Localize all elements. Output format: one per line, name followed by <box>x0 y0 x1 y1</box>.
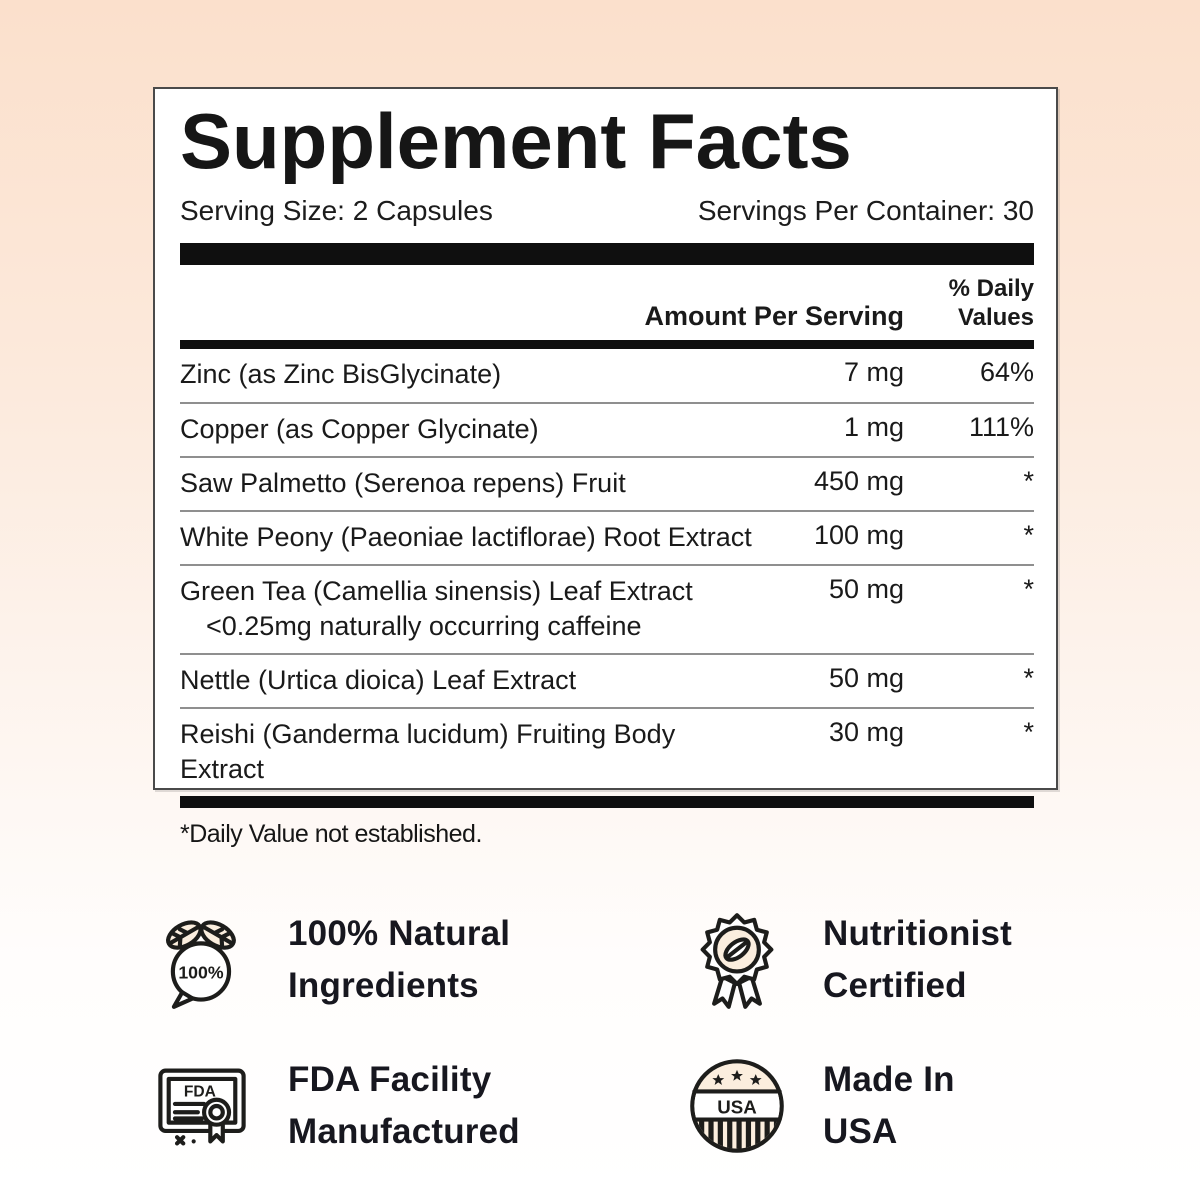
table-row: Reishi (Ganderma lucidum) Fruiting Body … <box>180 717 1034 785</box>
badge-text: Nutritionist Certified <box>823 914 1013 1005</box>
divider-bar-bottom <box>180 796 1034 809</box>
leaf-100-icon: 100% <box>166 920 236 1009</box>
green-tea-caffeine-note: <0.25mg naturally occurring caffeine <box>206 610 642 641</box>
usa-seal-icon: USA <box>690 1059 784 1153</box>
serving-size: Serving Size: 2 Capsules <box>180 194 493 226</box>
fda-label: FDA <box>184 1084 216 1101</box>
badge-nutritionist-certified: Nutritionist Certified <box>685 908 1080 1012</box>
badge-made-in-usa: USA Made In USA <box>685 1054 1080 1158</box>
badge-text: FDA Facility Manufactured <box>288 1060 520 1151</box>
fda-certificate-icon: FDA <box>158 1068 246 1146</box>
table-row: Nettle (Urtica dioica) Leaf Extract 50 m… <box>180 655 1034 710</box>
supplement-facts-panel: Supplement Facts Serving Size: 2 Capsule… <box>153 87 1058 848</box>
table-header-row: Amount Per Serving % Daily Values <box>180 265 1034 341</box>
supplement-facts-title: Supplement Facts <box>180 97 852 185</box>
certification-badges: 100% 100% Natural Ingredients Nutritioni… <box>150 908 1080 1158</box>
usa-label: USA <box>717 1096 757 1117</box>
amount-per-serving-header: Amount Per Serving <box>644 301 904 332</box>
hundred-percent-label: 100% <box>178 963 223 983</box>
table-row: Green Tea (Camellia sinensis) Leaf Extra… <box>180 566 1034 656</box>
servings-per-container: Servings Per Container: 30 <box>697 194 1034 226</box>
table-row: Saw Palmetto (Serenoa repens) Fruit 450 … <box>180 458 1034 512</box>
badge-text: Made In USA <box>823 1060 955 1151</box>
certified-rosette-icon <box>700 913 774 1009</box>
table-row: White Peony (Paeoniae lactiflorae) Root … <box>180 512 1034 566</box>
badge-fda-facility: FDA FDA Facility Manufactured <box>150 1054 685 1158</box>
ingredient-rows: Zinc (as Zinc BisGlycinate) 7 mg 64% Cop… <box>180 349 1034 796</box>
daily-values-header: % Daily Values <box>948 274 1034 331</box>
serving-info-row: Serving Size: 2 Capsules Servings Per Co… <box>180 195 1034 227</box>
daily-value-footnote: *Daily Value not established. <box>180 820 482 849</box>
divider-bar-header <box>180 340 1034 350</box>
table-row: Copper (as Copper Glycinate) 1 mg 111% <box>180 404 1034 458</box>
table-row: Zinc (as Zinc BisGlycinate) 7 mg 64% <box>180 349 1034 404</box>
badge-natural-ingredients: 100% 100% Natural Ingredients <box>150 908 685 1012</box>
badge-text: 100% Natural Ingredients <box>288 914 511 1005</box>
divider-bar-top <box>180 242 1034 265</box>
